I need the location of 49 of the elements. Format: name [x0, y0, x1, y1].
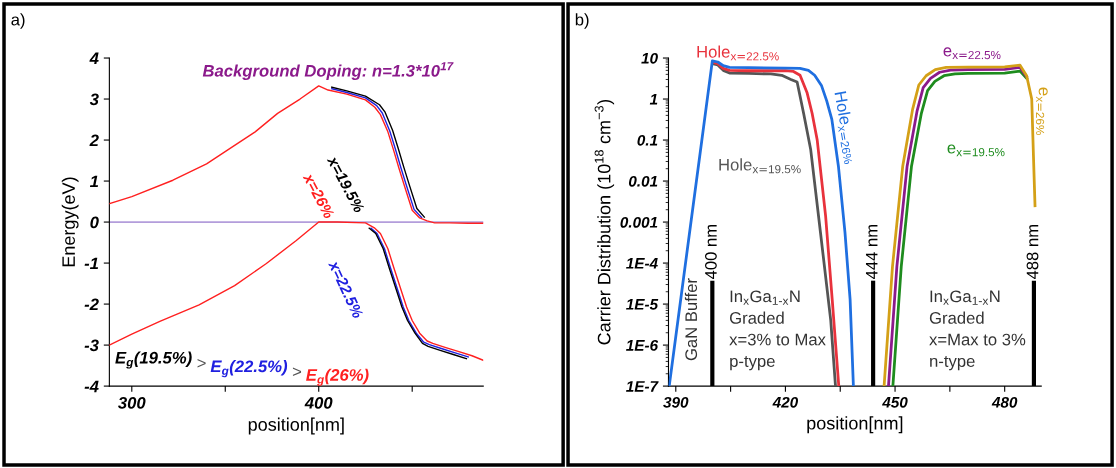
y-tick-label: 1 [89, 175, 99, 188]
y-tick-label: -4 [84, 380, 99, 393]
y-tick-label: 4 [89, 52, 99, 65]
annotation: Background Doping: n=1.3*10$^{17}$ [202, 62, 454, 81]
y-tick-label: -3 [84, 339, 99, 352]
annotation: > [197, 359, 206, 368]
x-tick-label: 450 [882, 396, 908, 408]
y-tick-label: 0 [90, 216, 99, 229]
x-tick-label: 480 [991, 396, 1018, 408]
ref-line-label: 488 nm [1026, 224, 1039, 280]
y-tick-label: 0.1 [637, 134, 658, 146]
y-tick-label: 10 [641, 52, 658, 64]
y-tick-label: -2 [84, 298, 99, 311]
y-tick-label: 3 [89, 93, 99, 106]
series-label: Hole$_{x=22.5%}$ [697, 45, 779, 61]
y-tick-label: -1 [84, 257, 99, 270]
annotation: E$_{g}$(19.5%) [115, 351, 192, 369]
y-tick-label: 2 [89, 134, 99, 147]
y-tick-label: 1E-4 [626, 258, 658, 269]
series-label: e$_{x=22.5%}$ [943, 47, 1001, 60]
annotation: In$_{x}$Ga$_{1-x}$N Graded x=3% to Max p-type [729, 290, 826, 371]
x-axis-title: position[nm] [248, 417, 344, 435]
y-tick-label: 0.001 [620, 216, 658, 228]
series-label: Hole$_{x=19.5%}$ [719, 158, 801, 174]
y-tick-label: 1E-6 [626, 339, 659, 351]
annotation: GaN Buffer [684, 278, 698, 361]
y-tick-label: 1 [649, 94, 658, 105]
x-axis-title: position[nm] [807, 416, 903, 434]
text: e$_{x=26%}$ [1035, 87, 1048, 135]
annotation: E$_{g}$(22.5%) [210, 360, 288, 378]
ref-line-label: 444 nm [865, 224, 878, 280]
annotation: In$_{x}$Ga$_{1-x}$N Graded x=Max to 3% n-type [929, 290, 1026, 371]
ref-line-label: 400 nm [705, 224, 717, 280]
y-tick-label: 1E-5 [626, 299, 659, 310]
y-axis-title: Carrier Distribution (10$^{18}$ cm$^{−3}$) [594, 99, 615, 345]
x-tick-label: 300 [118, 396, 146, 409]
x-tick-label: 420 [772, 396, 799, 408]
chart-title: a) [11, 13, 25, 29]
chart-title: b) [575, 13, 589, 29]
series-label: e$_{x=19.5%}$ [947, 144, 1005, 157]
line-series [109, 85, 484, 224]
y-tick-label: 1E-7 [626, 381, 659, 392]
text: Hole$_{x=26%}$ [831, 91, 859, 165]
annotation: E$_{g}$(26%) [306, 368, 369, 386]
y-tick-label: 0.01 [628, 175, 658, 187]
annotation: > [292, 367, 302, 377]
y-axis-title: Energy(eV) [61, 177, 79, 267]
x-tick-label: 390 [663, 396, 689, 408]
x-tick-label: 400 [304, 396, 333, 409]
